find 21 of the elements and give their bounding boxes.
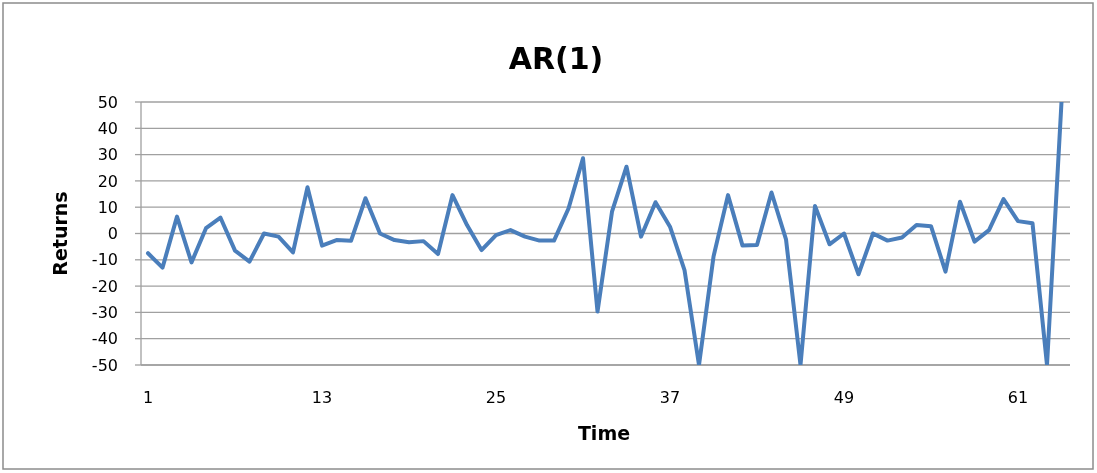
y-tick-label: 20 — [97, 171, 118, 191]
x-tick-label: 49 — [833, 387, 855, 407]
y-tick-label: 0 — [107, 224, 118, 244]
y-tick-label: -50 — [91, 355, 118, 375]
chart-title: AR(1) — [508, 40, 604, 76]
y-tick-label: -40 — [91, 329, 118, 349]
x-tick-label: 25 — [485, 387, 507, 407]
y-axis-title: Returns — [48, 191, 71, 276]
x-axis-title: Time — [577, 421, 631, 444]
y-tick-label: -30 — [91, 303, 118, 322]
y-tick-label: 30 — [97, 145, 118, 165]
y-tick-label: 50 — [97, 92, 118, 112]
y-tick-label: 40 — [97, 118, 118, 138]
x-tick-label: 13 — [311, 387, 333, 407]
y-tick-label: -20 — [91, 276, 118, 296]
y-tick-label: 10 — [97, 197, 118, 217]
x-tick-label: 1 — [142, 387, 154, 407]
line-series — [146, 102, 1064, 365]
y-tick-label: -10 — [91, 250, 118, 270]
x-tick-label: 61 — [1007, 387, 1029, 407]
x-tick-label: 37 — [659, 387, 681, 407]
